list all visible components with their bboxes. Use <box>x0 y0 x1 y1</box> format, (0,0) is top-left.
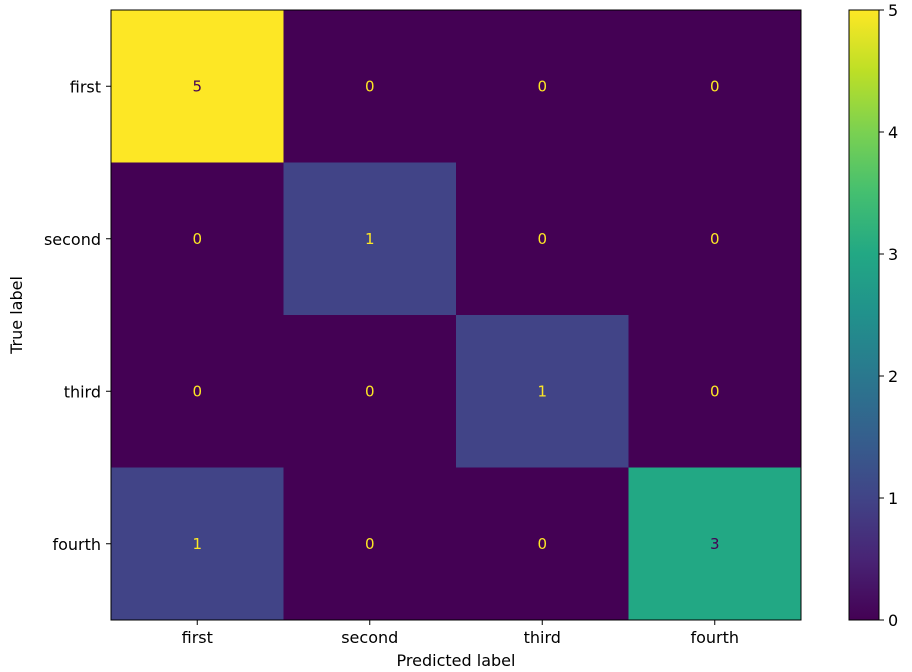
cell-value-label: 0 <box>365 535 375 553</box>
cell-value-label: 1 <box>365 230 375 248</box>
colorbar-ticks: 0 1 2 3 4 5 <box>879 1 898 630</box>
x-axis-ticks: first second third fourth <box>182 620 739 647</box>
cell-value-label: 0 <box>710 382 720 400</box>
colorbar-tick-label: 4 <box>888 123 898 142</box>
cell-value-label: 0 <box>710 77 720 95</box>
heatmap-cell <box>111 10 284 163</box>
heatmap-cell <box>283 10 456 163</box>
cell-value-label: 3 <box>710 535 720 553</box>
plot-frame <box>110 9 802 621</box>
cell-value-label: 0 <box>710 230 720 248</box>
cell-value-label: 1 <box>192 535 202 553</box>
heatmap-cell <box>456 162 629 315</box>
colorbar-tick-label: 2 <box>888 367 898 386</box>
heatmap-cell <box>283 467 456 620</box>
y-tick-label: third <box>64 382 101 401</box>
cell-value-label: 0 <box>192 382 202 400</box>
heatmap-cell <box>456 315 629 468</box>
x-tick-label: third <box>524 628 561 647</box>
heatmap-cell <box>628 315 801 468</box>
heatmap-cell <box>283 315 456 468</box>
colorbar-tick-label: 1 <box>888 489 898 508</box>
y-tick-label: fourth <box>52 535 101 554</box>
heatmap-cell-labels: 5 0 0 0 0 1 0 0 0 0 1 0 1 0 0 3 <box>192 77 719 553</box>
heatmap-cells <box>111 10 801 620</box>
cell-value-label: 0 <box>365 77 375 95</box>
heatmap-cell <box>628 10 801 163</box>
cell-value-label: 1 <box>537 382 547 400</box>
heatmap-cell <box>111 467 284 620</box>
cell-value-label: 0 <box>365 382 375 400</box>
heatmap-cell <box>456 10 629 163</box>
colorbar <box>848 9 880 621</box>
heatmap-cell <box>283 162 456 315</box>
cell-value-label: 0 <box>537 230 547 248</box>
heatmap-cell <box>628 467 801 620</box>
heatmap-cell <box>628 162 801 315</box>
x-tick-label: fourth <box>690 628 739 647</box>
y-tick-label: first <box>70 77 101 96</box>
heatmap-cell <box>111 162 284 315</box>
x-axis-label: Predicted label <box>397 651 516 670</box>
colorbar-tick-label: 0 <box>888 611 898 630</box>
colorbar-tick-label: 3 <box>888 245 898 264</box>
heatmap-cell <box>111 315 284 468</box>
y-axis-ticks: first second third fourth <box>44 77 111 554</box>
x-tick-label: second <box>341 628 398 647</box>
colorbar-tick-label: 5 <box>888 1 898 20</box>
heatmap-cell <box>456 467 629 620</box>
cell-value-label: 5 <box>192 77 202 95</box>
y-tick-label: second <box>44 230 101 249</box>
y-axis-label: True label <box>7 276 26 355</box>
cell-value-label: 0 <box>537 535 547 553</box>
cell-value-label: 0 <box>192 230 202 248</box>
cell-value-label: 0 <box>537 77 547 95</box>
x-tick-label: first <box>182 628 213 647</box>
